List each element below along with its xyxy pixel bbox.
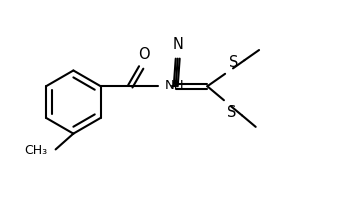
Text: CH₃: CH₃ (24, 144, 48, 157)
Text: S: S (229, 55, 238, 70)
Text: N: N (172, 37, 183, 52)
Text: O: O (138, 47, 150, 61)
Text: S: S (227, 105, 236, 120)
Text: NH: NH (165, 79, 184, 92)
